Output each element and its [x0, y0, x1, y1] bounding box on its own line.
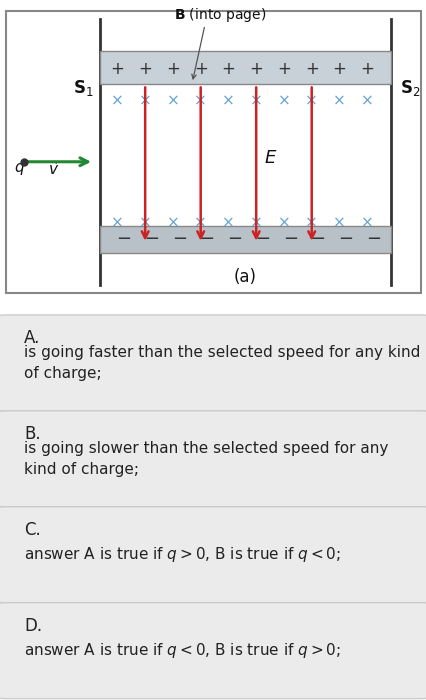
Text: ×: ×: [166, 93, 179, 108]
Text: ×: ×: [277, 93, 290, 108]
Text: ×: ×: [332, 93, 345, 108]
Text: +: +: [360, 60, 373, 78]
Text: −: −: [310, 230, 325, 248]
Text: ×: ×: [138, 215, 151, 230]
Text: is going slower than the selected speed for any
kind of charge;: is going slower than the selected speed …: [24, 441, 388, 477]
Text: S$_1$: S$_1$: [73, 78, 93, 97]
Text: $\vec{v}$: $\vec{v}$: [48, 160, 59, 178]
Text: −: −: [116, 230, 131, 248]
Text: ×: ×: [360, 215, 373, 230]
Text: ×: ×: [249, 215, 262, 230]
Text: ×: ×: [305, 93, 317, 108]
Text: −: −: [144, 230, 159, 248]
Text: A.: A.: [24, 329, 40, 347]
Text: $\mathbf{B}$ (into page): $\mathbf{B}$ (into page): [173, 6, 265, 25]
Text: C.: C.: [24, 521, 41, 539]
Text: ×: ×: [277, 215, 290, 230]
FancyBboxPatch shape: [0, 603, 426, 699]
FancyBboxPatch shape: [0, 507, 426, 603]
FancyBboxPatch shape: [6, 11, 420, 293]
Text: −: −: [282, 230, 297, 248]
FancyBboxPatch shape: [0, 315, 426, 411]
Text: ×: ×: [111, 93, 124, 108]
Text: −: −: [227, 230, 242, 248]
Text: D.: D.: [24, 617, 42, 635]
Text: +: +: [276, 60, 290, 78]
Bar: [100, 225, 390, 253]
Text: ×: ×: [249, 93, 262, 108]
Text: −: −: [171, 230, 187, 248]
Text: $q$: $q$: [14, 162, 25, 177]
Text: S$_2$: S$_2$: [399, 78, 419, 97]
Text: ×: ×: [111, 215, 124, 230]
Text: ×: ×: [194, 215, 207, 230]
FancyBboxPatch shape: [0, 411, 426, 507]
Text: +: +: [304, 60, 318, 78]
Text: +: +: [110, 60, 124, 78]
Text: ×: ×: [138, 93, 151, 108]
Text: +: +: [193, 60, 207, 78]
Text: +: +: [138, 60, 152, 78]
Text: +: +: [166, 60, 179, 78]
Text: +: +: [221, 60, 235, 78]
Text: ×: ×: [166, 215, 179, 230]
Text: +: +: [332, 60, 345, 78]
Text: B.: B.: [24, 425, 40, 443]
Text: (a): (a): [233, 268, 256, 286]
Text: ×: ×: [222, 93, 234, 108]
Text: −: −: [199, 230, 214, 248]
Text: is going faster than the selected speed for any kind
of charge;: is going faster than the selected speed …: [24, 345, 420, 381]
Text: −: −: [254, 230, 270, 248]
Text: −: −: [337, 230, 353, 248]
Text: $\mathit{E}$: $\mathit{E}$: [264, 149, 277, 167]
Text: ×: ×: [194, 93, 207, 108]
Text: answer A is true if $q < 0$, B is true if $q > 0$;: answer A is true if $q < 0$, B is true i…: [24, 641, 340, 660]
Text: −: −: [365, 230, 380, 248]
Text: ×: ×: [332, 215, 345, 230]
Text: ×: ×: [222, 215, 234, 230]
Text: +: +: [249, 60, 262, 78]
Bar: [100, 51, 390, 84]
Text: answer A is true if $q > 0$, B is true if $q < 0$;: answer A is true if $q > 0$, B is true i…: [24, 545, 340, 564]
Text: ×: ×: [360, 93, 373, 108]
Text: ×: ×: [305, 215, 317, 230]
